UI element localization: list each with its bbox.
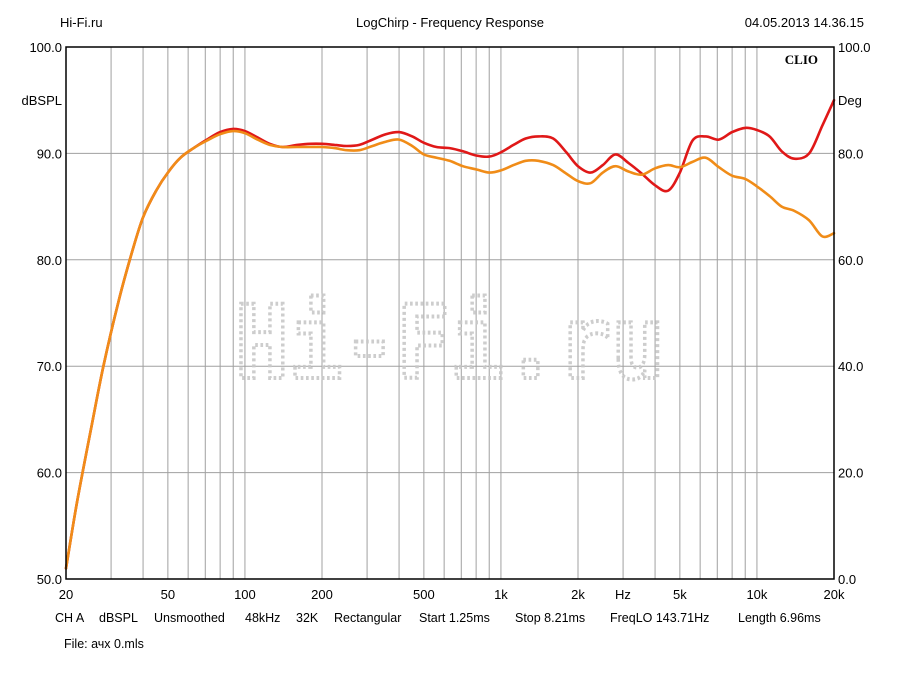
- x-tick-label: 20: [59, 587, 73, 602]
- measurement-settings: CH A dBSPL Unsmoothed 48kHz 32K Rectangu…: [0, 612, 900, 628]
- setting-length: Length 6.96ms: [738, 611, 821, 625]
- chart-title: LogChirp - Frequency Response: [356, 15, 544, 30]
- y-tick-label-right: 20.0: [838, 466, 863, 481]
- axis-labels: 50.0 60.0 70.0 80.0 90.0 100.0 0.0 20.0 40.0 60.0…: [22, 40, 871, 602]
- y-tick-label-right: 100.0: [838, 40, 871, 55]
- x-tick-label: 500: [413, 587, 435, 602]
- y-tick-label-left: 90.0: [37, 146, 62, 161]
- y-axis-label-left: dBSPL: [22, 93, 62, 108]
- file-name: File: ачх 0.mls: [64, 637, 144, 651]
- clio-brand-label: CLIO: [785, 52, 818, 67]
- watermark: Hi-Fi.ru: [233, 282, 667, 405]
- header-left-label: Hi-Fi.ru: [60, 15, 103, 30]
- y-tick-label-left: 80.0: [37, 253, 62, 268]
- x-tick-label: 1k: [494, 587, 508, 602]
- x-tick-label: 100: [234, 587, 256, 602]
- grid: [66, 47, 834, 579]
- y-tick-label-left: 100.0: [29, 40, 62, 55]
- setting-channel: CH A: [55, 611, 85, 625]
- setting-freqlo: FreqLO 143.71Hz: [610, 611, 710, 625]
- plot-frame: [65, 46, 835, 580]
- x-tick-label: 2k: [571, 587, 585, 602]
- setting-smoothing: Unsmoothed: [154, 611, 225, 625]
- series-layer: [64, 98, 836, 570]
- y-tick-label-right: 0.0: [838, 572, 856, 587]
- y-tick-label-left: 60.0: [37, 466, 62, 481]
- x-tick-label: 20k: [824, 587, 845, 602]
- setting-start: Start 1.25ms: [419, 611, 490, 625]
- timestamp: 04.05.2013 14.36.15: [744, 15, 864, 30]
- x-tick-label: 200: [311, 587, 333, 602]
- y-tick-label-right: 40.0: [838, 359, 863, 374]
- y-axis-label-right: Deg: [838, 93, 862, 108]
- x-tick-label: 10k: [746, 587, 767, 602]
- setting-size: 32K: [296, 611, 319, 625]
- setting-unit: dBSPL: [99, 611, 138, 625]
- y-tick-label-left: 50.0: [37, 572, 62, 587]
- series-line-orange: [64, 129, 836, 570]
- y-tick-label-left: 70.0: [37, 359, 62, 374]
- watermark-text: Hi-Fi.ru: [235, 284, 665, 403]
- x-tick-label: 50: [161, 587, 175, 602]
- setting-samplerate: 48kHz: [245, 611, 281, 625]
- y-tick-label-right: 80.0: [838, 146, 863, 161]
- setting-window: Rectangular: [334, 611, 402, 625]
- setting-stop: Stop 8.21ms: [515, 611, 586, 625]
- x-tick-label: 5k: [673, 587, 687, 602]
- x-axis-unit-label: Hz: [615, 587, 631, 602]
- y-tick-label-right: 60.0: [838, 253, 863, 268]
